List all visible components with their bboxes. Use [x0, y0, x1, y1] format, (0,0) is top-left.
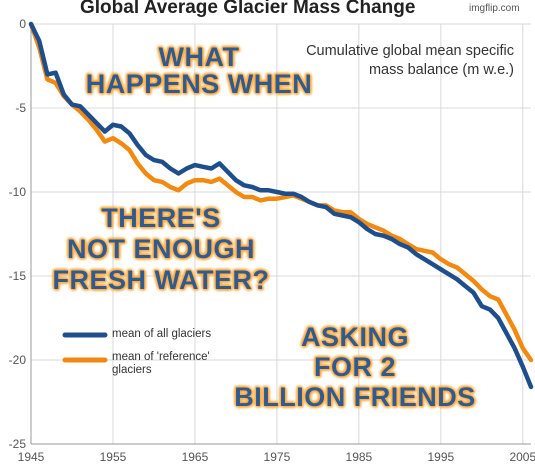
- x-tick-label: 2005: [509, 450, 535, 464]
- meme-caption-bottom-line1: ASKING: [300, 322, 409, 352]
- legend-label-reference-glaciers: mean of 'reference' glaciers: [112, 351, 242, 377]
- meme-caption-bottom: ASKING FOR 2 BILLION FRIENDS: [190, 322, 520, 412]
- legend: [62, 332, 108, 363]
- series-lines: [28, 21, 534, 390]
- chart-subtitle: Cumulative global mean specific mass bal…: [258, 42, 514, 80]
- y-tick-label: -5: [15, 101, 26, 115]
- chart-title: Global Average Glacier Mass Change: [80, 0, 416, 18]
- x-tick-label: 1995: [427, 450, 454, 464]
- y-tick-label: 0: [19, 17, 26, 31]
- meme-caption-top: WHAT HAPPENS WHEN: [44, 44, 354, 98]
- x-tick-label: 1955: [100, 450, 127, 464]
- meme-caption-middle-line1: THERE'S: [101, 203, 221, 233]
- x-tick-labels: 1945 1955 1965 1975 1985 1995 2005: [18, 450, 535, 464]
- meme-caption-bottom-line2: FOR 2: [313, 352, 396, 382]
- meme-caption-bottom-line3: BILLION FRIENDS: [234, 382, 476, 412]
- y-tick-labels: 0 -5 -10 -15 -20 -25: [9, 17, 27, 451]
- x-tick-label: 1975: [264, 450, 291, 464]
- chart-subtitle-line2: mass balance (m w.e.): [368, 62, 514, 78]
- x-tick-label: 1985: [346, 450, 373, 464]
- meme-caption-middle-line2: NOT ENOUGH: [66, 234, 255, 264]
- y-tick-label: -15: [9, 269, 27, 283]
- series-line-reference-glaciers: [28, 21, 534, 363]
- x-tick-label: 1965: [182, 450, 209, 464]
- axes: [30, 24, 531, 445]
- legend-label-reference-text: mean of 'reference' glaciers: [112, 351, 210, 376]
- legend-label-all-glaciers: mean of all glaciers: [112, 328, 212, 340]
- meme-caption-top-line1: WHAT: [158, 42, 240, 72]
- meme-caption-middle-line3: FRESH WATER?: [52, 265, 270, 295]
- y-tick-label: -10: [9, 185, 27, 199]
- x-tick-label: 1945: [18, 450, 45, 464]
- chart-subtitle-line1: Cumulative global mean specific: [306, 43, 514, 59]
- y-tick-label: -25: [9, 437, 27, 451]
- meme-caption-top-line2: HAPPENS WHEN: [85, 69, 313, 99]
- meme-caption-middle: THERE'S NOT ENOUGH FRESH WATER?: [20, 203, 302, 296]
- imgflip-watermark: imgflip.com: [469, 3, 520, 14]
- y-tick-label: -20: [9, 353, 27, 367]
- series-line-all-glaciers: [28, 21, 534, 390]
